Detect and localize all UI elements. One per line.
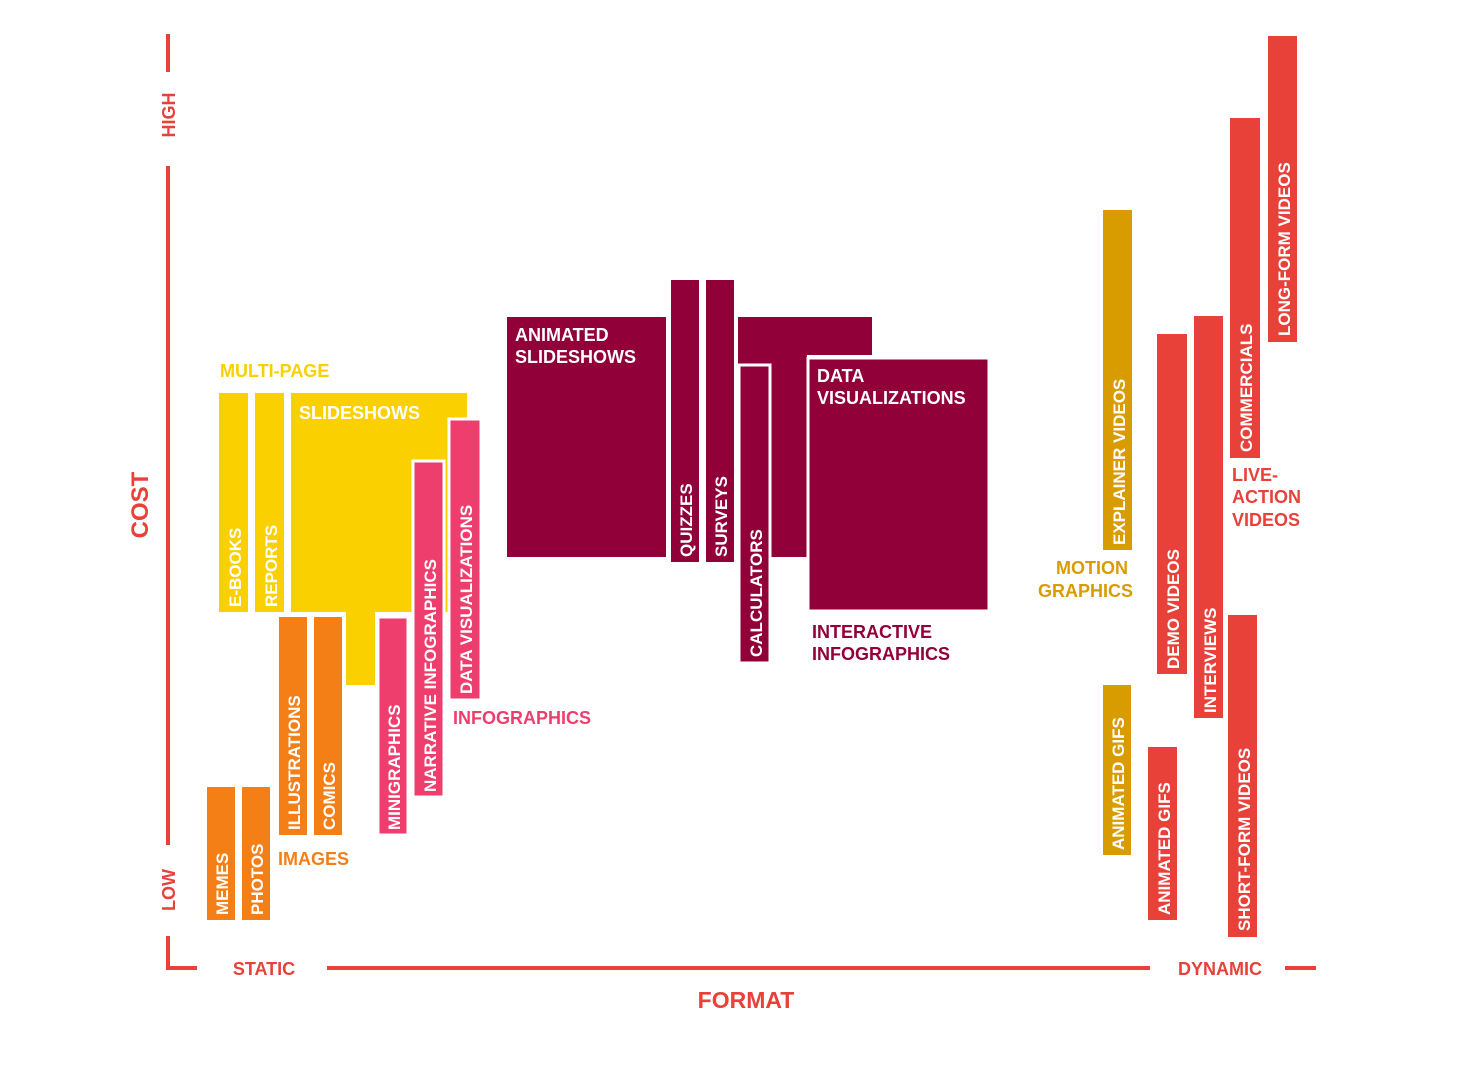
x-axis-static-label: STATIC xyxy=(233,959,295,979)
minigraphics-bar xyxy=(376,615,410,837)
liveaction-group-label: LIVE- ACTION VIDEOS xyxy=(1232,465,1306,530)
axis-corner xyxy=(166,936,197,970)
motion-group-line-1: MOTION xyxy=(1056,558,1128,578)
y-axis-high-label: HIGH xyxy=(159,93,179,138)
infographics-group: MINIGRAPHICS NARRATIVE INFOGRAPHICS DATA… xyxy=(376,417,591,837)
demo-videos-bar xyxy=(1157,334,1187,674)
memes-bar xyxy=(207,787,235,920)
comics-label: COMICS xyxy=(320,762,339,830)
y-axis-low-label: LOW xyxy=(159,869,179,911)
calculators-bar xyxy=(737,363,772,665)
comics-bar xyxy=(314,617,342,835)
images-group: MEMES PHOTOS ILLUSTRATIONS COMICS IMAGES xyxy=(207,617,349,920)
animated-gifs-motion-bar xyxy=(1103,685,1131,855)
animated-slideshows-line-2: SLIDESHOWS xyxy=(515,347,636,367)
photos-bar xyxy=(242,787,270,920)
reports-label: REPORTS xyxy=(262,525,281,607)
quizzes-label: QUIZZES xyxy=(677,483,696,557)
memes-label: MEMES xyxy=(213,853,232,915)
interactive-group-label: INTERACTIVE INFOGRAPHICS xyxy=(812,622,950,664)
narrative-infographics-bar xyxy=(411,459,446,799)
axes xyxy=(166,34,1316,970)
images-group-label: IMAGES xyxy=(278,849,349,869)
short-form-videos-bar xyxy=(1228,615,1257,937)
motion-group-line-2: GRAPHICS xyxy=(1038,581,1133,601)
motion-group: EXPLAINER VIDEOS MOTION GRAPHICS ANIMATE… xyxy=(1038,210,1133,855)
ebooks-label: E-BOOKS xyxy=(226,528,245,607)
calculators-label: CALCULATORS xyxy=(747,529,766,657)
data-visualizations-interactive-label: DATA VISUALIZATIONS xyxy=(817,366,966,408)
interactive-group-line-2: INFOGRAPHICS xyxy=(812,644,950,664)
infographics-group-label: INFOGRAPHICS xyxy=(453,708,591,728)
illustrations-label: ILLUSTRATIONS xyxy=(285,695,304,830)
narrative-infographics-label: NARRATIVE INFOGRAPHICS xyxy=(421,559,440,792)
interviews-bar xyxy=(1194,316,1223,718)
data-visualizations-static-bar xyxy=(447,417,483,702)
x-axis-title: FORMAT xyxy=(698,987,795,1013)
data-visualizations-line-1: DATA xyxy=(817,366,864,386)
data-visualizations-static-label: DATA VISUALIZATIONS xyxy=(457,505,476,694)
interactive-group-line-1: INTERACTIVE xyxy=(812,622,932,642)
liveaction-group-line-3: VIDEOS xyxy=(1232,510,1300,530)
animated-gifs-motion-label: ANIMATED GIFS xyxy=(1109,717,1128,850)
interactive-group: ANIMATED SLIDESHOWS QUIZZES SURVEYS CALC… xyxy=(507,280,991,665)
animated-gifs-video-label: ANIMATED GIFS xyxy=(1155,782,1174,915)
demo-videos-label: DEMO VIDEOS xyxy=(1164,549,1183,669)
reports-bar xyxy=(255,393,284,612)
quizzes-bar xyxy=(671,280,699,562)
data-visualizations-interactive-box xyxy=(806,356,991,613)
long-form-videos-bar xyxy=(1268,36,1297,342)
liveaction-group-line-2: ACTION xyxy=(1232,487,1301,507)
motion-group-label: MOTION GRAPHICS xyxy=(1038,558,1133,601)
explainer-videos-bar xyxy=(1103,210,1132,550)
minigraphics-label: MINIGRAPHICS xyxy=(385,704,404,830)
commercials-bar xyxy=(1230,118,1260,458)
surveys-bar xyxy=(706,280,734,562)
y-axis-title: COST xyxy=(127,471,154,538)
photos-label: PHOTOS xyxy=(248,844,267,915)
long-form-videos-label: LONG-FORM VIDEOS xyxy=(1275,162,1294,336)
ebooks-bar xyxy=(219,393,248,612)
surveys-label: SURVEYS xyxy=(712,476,731,557)
animated-slideshows-line-1: ANIMATED xyxy=(515,325,609,345)
commercials-label: COMMERCIALS xyxy=(1237,324,1256,452)
interviews-label: INTERVIEWS xyxy=(1201,608,1220,713)
liveaction-group-line-1: LIVE- xyxy=(1232,465,1278,485)
video-group: ANIMATED GIFS DEMO VIDEOS INTERVIEWS SHO… xyxy=(1148,36,1306,937)
data-visualizations-line-2: VISUALIZATIONS xyxy=(817,388,966,408)
animated-slideshows-box xyxy=(507,317,666,557)
x-axis-dynamic-label: DYNAMIC xyxy=(1178,959,1262,979)
explainer-videos-label: EXPLAINER VIDEOS xyxy=(1110,379,1129,545)
short-form-videos-label: SHORT-FORM VIDEOS xyxy=(1235,748,1254,931)
animated-slideshows-label: ANIMATED SLIDESHOWS xyxy=(515,325,636,367)
animated-gifs-video-bar xyxy=(1148,747,1177,920)
multipage-group-label: MULTI-PAGE xyxy=(220,361,329,381)
slideshows-label: SLIDESHOWS xyxy=(299,403,420,423)
illustrations-bar xyxy=(279,617,307,835)
